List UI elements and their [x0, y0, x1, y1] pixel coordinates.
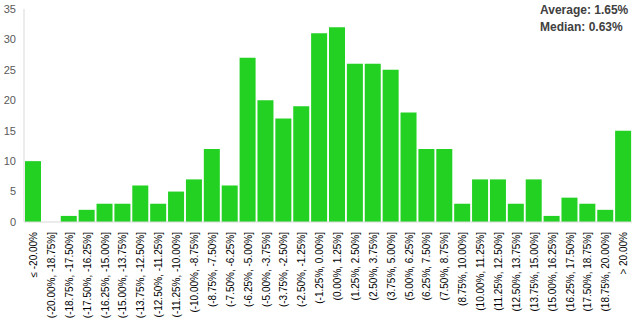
svg-text:(-16.25%, -15.00%]: (-16.25%, -15.00%]	[100, 232, 111, 318]
svg-text:(-7.50%, -6.25%]: (-7.50%, -6.25%]	[225, 232, 236, 307]
html-text:Median: 0.63%: Median: 0.63%	[540, 20, 623, 34]
svg-text:25: 25	[8, 64, 16, 76]
svg-text:(-10.00%, -8.75%]: (-10.00%, -8.75%]	[189, 232, 200, 313]
svg-text:15: 15	[8, 125, 16, 137]
svg-text:(17.50%, 18.75%]: (17.50%, 18.75%]	[582, 232, 593, 312]
svg-text:(-2.50%, -1.25%]: (-2.50%, -1.25%]	[296, 232, 307, 307]
svg-text:(12.50%, 13.75%]: (12.50%, 13.75%]	[511, 232, 522, 312]
svg-text:(-3.75%, -2.50%]: (-3.75%, -2.50%]	[278, 232, 289, 307]
svg-text:(2.50%, 3.75%]: (2.50%, 3.75%]	[368, 232, 379, 301]
svg-text:(-20.00%, -18.75%]: (-20.00%, -18.75%]	[46, 232, 57, 318]
svg-text:(-15.00%, -13.75%]: (-15.00%, -13.75%]	[117, 232, 128, 318]
svg-text:(-1.25%, 0.00%]: (-1.25%, 0.00%]	[314, 232, 325, 304]
svg-text:(16.25%, 17.50%]: (16.25%, 17.50%]	[565, 232, 576, 312]
html-text:Average: 1.65%: Average: 1.65%	[540, 3, 629, 17]
svg-text:(5.00%, 6.25%]: (5.00%, 6.25%]	[404, 232, 415, 301]
svg-text:(-6.25%, -5.00%]: (-6.25%, -5.00%]	[243, 232, 254, 307]
svg-text:(18.75%, 20.00%]: (18.75%, 20.00%]	[600, 232, 611, 312]
svg-text:(13.75%, 15.00%]: (13.75%, 15.00%]	[529, 232, 540, 312]
svg-text:(-12.50%, -11.25%]: (-12.50%, -11.25%]	[153, 232, 164, 318]
svg-text:(6.25%, 7.50%]: (6.25%, 7.50%]	[421, 232, 432, 301]
svg-text:(-5.00%, -3.75%]: (-5.00%, -3.75%]	[261, 232, 272, 307]
svg-text:30: 30	[8, 33, 16, 45]
svg-text:(7.50%, 8.75%]: (7.50%, 8.75%]	[439, 232, 450, 301]
svg-text:(3.75%, 5.00%]: (3.75%, 5.00%]	[386, 232, 397, 301]
svg-text:(-8.75%, -7.50%]: (-8.75%, -7.50%]	[207, 232, 218, 307]
svg-text:(-17.50%, -16.25%]: (-17.50%, -16.25%]	[82, 232, 93, 318]
svg-text:5: 5	[10, 185, 16, 197]
svg-text:(-13.75%, -12.50%]: (-13.75%, -12.50%]	[135, 232, 146, 318]
svg-text:(8.75%, 10.00%]: (8.75%, 10.00%]	[457, 232, 468, 306]
svg-text:(10.00%, 11.25%]: (10.00%, 11.25%]	[475, 232, 486, 311]
svg-text:(-11.25%, -10.00%]: (-11.25%, -10.00%]	[171, 232, 182, 318]
svg-text:(-18.75%, -17.50%]: (-18.75%, -17.50%]	[64, 232, 75, 318]
svg-text:≤ -20.00%: ≤ -20.00%	[28, 232, 39, 278]
svg-text:(0.00%, 1.25%]: (0.00%, 1.25%]	[332, 232, 343, 301]
svg-text:(1.25%, 2.50%]: (1.25%, 2.50%]	[350, 232, 361, 301]
svg-text:(15.00%, 16.25%]: (15.00%, 16.25%]	[547, 232, 558, 312]
svg-text:> 20.00%: > 20.00%	[618, 232, 629, 275]
svg-text:35: 35	[8, 3, 16, 15]
svg-text:20: 20	[8, 94, 16, 106]
svg-text:10: 10	[8, 155, 16, 167]
svg-text:0: 0	[10, 216, 16, 228]
svg-text:(11.25%, 12.50%]: (11.25%, 12.50%]	[493, 232, 504, 311]
